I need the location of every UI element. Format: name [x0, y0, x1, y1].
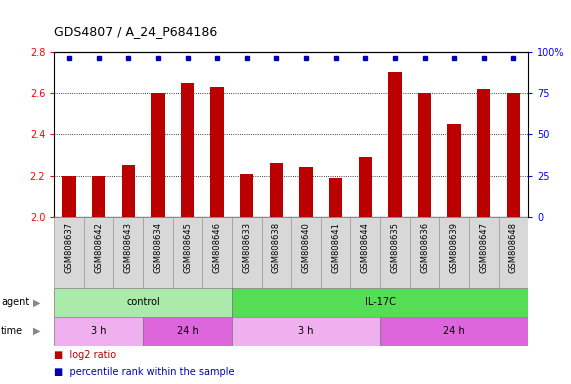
Bar [232, 217, 262, 288]
Text: IL-17C: IL-17C [365, 297, 396, 308]
Bar [84, 217, 114, 288]
Bar [469, 217, 498, 288]
Text: GSM808635: GSM808635 [391, 222, 399, 273]
Bar [240, 174, 254, 217]
Text: GSM808634: GSM808634 [154, 222, 162, 273]
Bar [211, 87, 224, 217]
Bar [54, 217, 84, 288]
Text: GSM808640: GSM808640 [301, 222, 311, 273]
Bar [151, 93, 164, 217]
Bar [477, 89, 490, 217]
Bar [143, 317, 232, 346]
Text: control: control [126, 297, 160, 308]
Bar [329, 178, 342, 217]
Bar [439, 217, 469, 288]
Bar [143, 217, 173, 288]
Text: 3 h: 3 h [91, 326, 106, 336]
Text: GSM808633: GSM808633 [242, 222, 251, 273]
Text: ▶: ▶ [33, 326, 41, 336]
Bar [380, 317, 528, 346]
Bar [262, 217, 291, 288]
Bar [299, 167, 313, 217]
Text: GSM808642: GSM808642 [94, 222, 103, 273]
Bar [232, 317, 380, 346]
Text: GSM808645: GSM808645 [183, 222, 192, 273]
Bar [448, 124, 461, 217]
Bar [270, 163, 283, 217]
Text: 3 h: 3 h [298, 326, 314, 336]
Text: GSM808641: GSM808641 [331, 222, 340, 273]
Bar [92, 176, 105, 217]
Bar [506, 93, 520, 217]
Text: ■  log2 ratio: ■ log2 ratio [54, 350, 116, 360]
Text: GSM808637: GSM808637 [65, 222, 74, 273]
Bar [202, 217, 232, 288]
Text: GSM808644: GSM808644 [361, 222, 370, 273]
Text: GSM808636: GSM808636 [420, 222, 429, 273]
Bar [181, 83, 194, 217]
Bar [351, 217, 380, 288]
Bar [54, 288, 232, 317]
Text: GSM808646: GSM808646 [212, 222, 222, 273]
Bar [418, 93, 431, 217]
Text: 24 h: 24 h [176, 326, 198, 336]
Text: 24 h: 24 h [443, 326, 465, 336]
Bar [321, 217, 351, 288]
Bar [380, 217, 410, 288]
Bar [232, 288, 528, 317]
Bar [54, 317, 143, 346]
Text: GDS4807 / A_24_P684186: GDS4807 / A_24_P684186 [54, 25, 218, 38]
Text: ▶: ▶ [33, 297, 41, 308]
Text: GSM808639: GSM808639 [449, 222, 459, 273]
Bar [291, 217, 321, 288]
Bar [173, 217, 202, 288]
Text: GSM808638: GSM808638 [272, 222, 281, 273]
Bar [62, 176, 76, 217]
Text: time: time [1, 326, 23, 336]
Bar [410, 217, 439, 288]
Text: ■  percentile rank within the sample: ■ percentile rank within the sample [54, 367, 235, 377]
Text: agent: agent [1, 297, 29, 308]
Bar [359, 157, 372, 217]
Bar [498, 217, 528, 288]
Text: GSM808647: GSM808647 [479, 222, 488, 273]
Text: GSM808648: GSM808648 [509, 222, 518, 273]
Bar [388, 73, 401, 217]
Bar [114, 217, 143, 288]
Text: GSM808643: GSM808643 [124, 222, 133, 273]
Bar [122, 166, 135, 217]
